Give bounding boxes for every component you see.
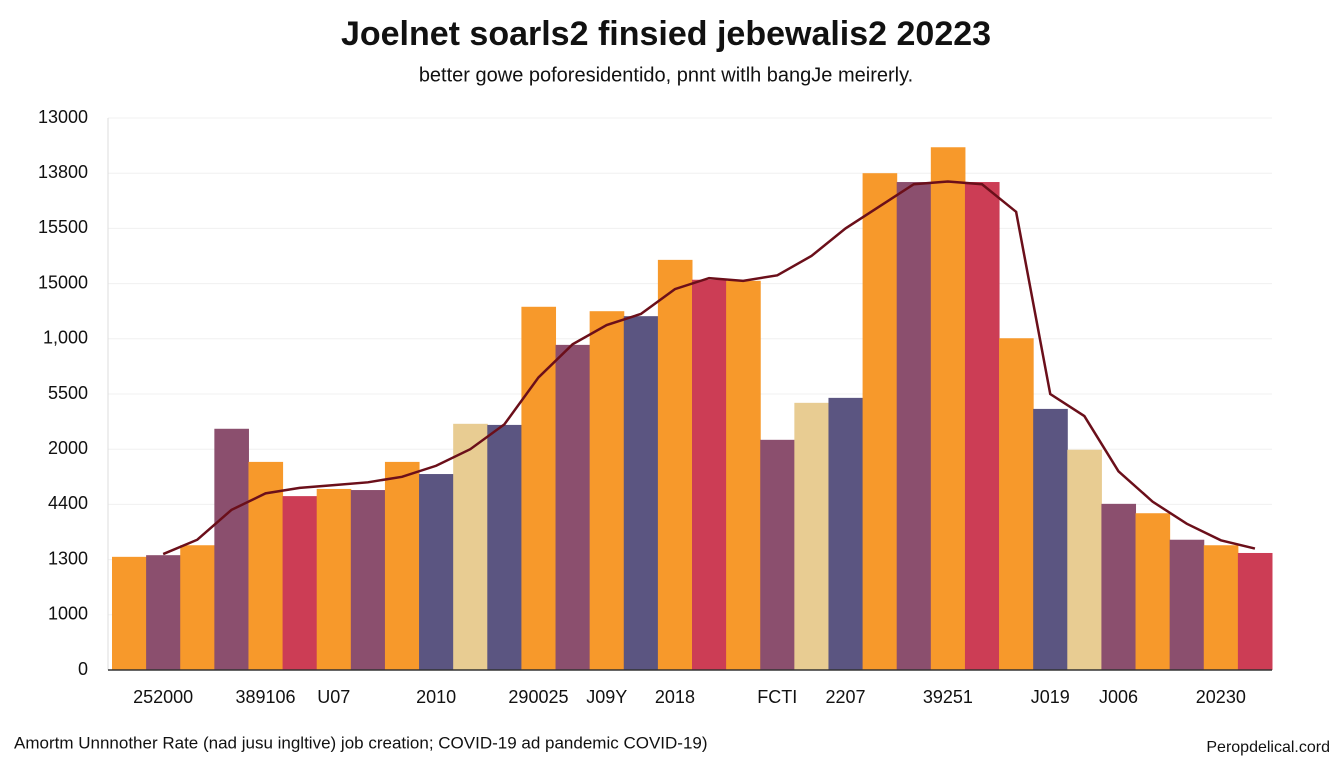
bar: [1135, 513, 1171, 670]
y-tick-label: 13800: [38, 162, 88, 182]
x-tick-label: J09Y: [586, 687, 627, 707]
bar: [828, 397, 864, 670]
bar: [964, 182, 1000, 671]
bar: [1067, 449, 1102, 670]
bar: [692, 279, 727, 670]
y-tick-label: 15000: [38, 272, 88, 292]
x-tick-label: 20230: [1196, 687, 1246, 707]
y-tick-label: 1,000: [43, 328, 88, 348]
bar: [1203, 545, 1239, 670]
bar: [487, 424, 522, 670]
y-tick-label: 13000: [38, 107, 88, 127]
x-tick-label: 389106: [235, 687, 295, 707]
bar: [589, 311, 625, 670]
bar: [760, 439, 795, 670]
bar: [657, 259, 693, 670]
bar: [1169, 539, 1205, 670]
bar: [794, 402, 829, 670]
x-tick-label: U07: [317, 687, 350, 707]
bar: [555, 344, 591, 670]
bar: [282, 496, 318, 670]
x-tick-label: 290025: [508, 687, 568, 707]
bar: [896, 182, 932, 671]
x-tick-label: J006: [1099, 687, 1138, 707]
bar: [623, 316, 659, 670]
y-tick-label: 5500: [48, 383, 88, 403]
x-tick-label: J019: [1031, 687, 1070, 707]
bar: [930, 147, 966, 671]
bar: [146, 555, 181, 670]
bar: [726, 280, 761, 670]
y-tick-label: 1300: [48, 548, 88, 568]
bar: [1101, 503, 1137, 670]
x-tick-label: 2018: [655, 687, 695, 707]
x-tick-label: 39251: [923, 687, 973, 707]
bar: [999, 338, 1034, 670]
bar: [384, 461, 420, 670]
bar: [350, 490, 386, 670]
x-tick-label: 252000: [133, 687, 193, 707]
bar: [112, 556, 147, 670]
y-tick-label: 4400: [48, 493, 88, 513]
x-tick-label: 2010: [416, 687, 456, 707]
bar: [521, 306, 557, 670]
y-tick-label: 1000: [48, 604, 88, 624]
x-tick-label: FCTI: [757, 687, 797, 707]
y-tick-label: 0: [78, 659, 88, 679]
bar: [214, 428, 249, 670]
chart-subtitle: better gowe poforesidentido, pnnt witlh …: [419, 64, 913, 86]
x-tick-label: 2207: [826, 687, 866, 707]
bar: [248, 461, 284, 670]
y-tick-label: 2000: [48, 438, 88, 458]
bar: [862, 173, 898, 670]
chart-source: Peropdelical.cord: [1206, 739, 1330, 756]
bar: [180, 545, 215, 670]
trend-line: [162, 180, 1256, 556]
bar: [453, 423, 488, 670]
bar: [1237, 552, 1273, 670]
y-tick-label: 15500: [38, 217, 88, 237]
chart-title: Joelnet soarls2 finsied jebewalis2 20223: [341, 15, 991, 53]
bar: [419, 474, 454, 670]
bar: [1033, 408, 1068, 670]
bar: [316, 488, 352, 670]
chart-note: Amortm Unnnother Rate (nad jusu ingltive…: [14, 733, 708, 752]
